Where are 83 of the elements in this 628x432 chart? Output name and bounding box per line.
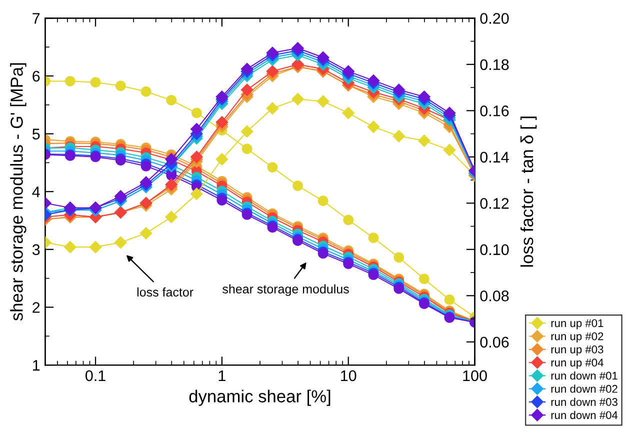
point xyxy=(64,240,77,254)
legend-label: run up #01 xyxy=(551,319,604,330)
x-tick-label: 10 xyxy=(341,370,356,382)
point xyxy=(443,144,456,156)
point xyxy=(292,180,303,192)
x-tick-label: 1 xyxy=(218,370,226,381)
point xyxy=(240,83,254,96)
point xyxy=(392,130,406,142)
y-tick-label: 2 xyxy=(32,302,40,313)
point xyxy=(89,240,102,254)
point xyxy=(216,116,228,129)
annotation: shear storage modulus xyxy=(222,284,349,296)
point xyxy=(418,274,430,284)
legend-label: run up #02 xyxy=(551,332,604,342)
point xyxy=(266,46,279,60)
y2-tick-label: 0.06 xyxy=(480,336,509,348)
y-axis-title: shear storage modulus - G' [MPa] xyxy=(10,63,26,321)
y2-tick-label: 0.12 xyxy=(480,198,509,209)
point xyxy=(291,42,304,55)
point xyxy=(368,232,379,244)
point xyxy=(342,106,355,120)
point xyxy=(318,196,328,206)
legend-label: run down #04 xyxy=(551,410,618,420)
point xyxy=(392,83,406,96)
point xyxy=(418,134,431,148)
x-axis-title: dynamic shear [%] xyxy=(189,390,330,406)
point xyxy=(190,150,204,164)
y2-axis-title: loss factor - tan δ [ ] xyxy=(520,116,537,267)
point xyxy=(166,95,177,106)
point xyxy=(418,90,431,104)
point xyxy=(90,77,101,88)
y2-tick-label: 0.16 xyxy=(480,106,509,116)
annotation: loss factor xyxy=(137,287,194,297)
point xyxy=(240,125,254,138)
y2-tick-label: 0.08 xyxy=(480,290,509,302)
point xyxy=(342,64,355,78)
y2-tick-label: 0.14 xyxy=(480,152,509,163)
y-tick-label: 6 xyxy=(32,70,40,82)
point xyxy=(190,188,204,200)
point xyxy=(216,90,228,104)
point xyxy=(64,76,76,86)
legend-label: run down #03 xyxy=(551,398,618,406)
y-tick-label: 1 xyxy=(33,360,40,371)
point xyxy=(343,214,354,226)
legend-label: run down #02 xyxy=(551,384,618,393)
y-tick-label: 5 xyxy=(32,128,40,140)
y-tick-label: 4 xyxy=(32,186,40,198)
point xyxy=(291,92,304,106)
point xyxy=(140,226,152,240)
point xyxy=(266,102,279,115)
point xyxy=(191,108,202,118)
point xyxy=(115,80,126,91)
point xyxy=(114,236,128,249)
point xyxy=(394,252,404,263)
point xyxy=(444,294,455,305)
point xyxy=(164,210,178,224)
point xyxy=(367,120,380,134)
point xyxy=(266,64,279,78)
legend-label: run up #04 xyxy=(551,358,604,369)
y-tick-label: 7 xyxy=(32,13,40,24)
point xyxy=(291,58,304,71)
y2-tick-label: 0.20 xyxy=(480,13,509,24)
point xyxy=(240,62,254,76)
point xyxy=(367,74,380,87)
point xyxy=(267,162,278,173)
legend-label: run up #03 xyxy=(551,346,604,356)
point xyxy=(140,86,152,97)
point xyxy=(216,195,228,206)
point xyxy=(443,106,456,120)
point xyxy=(216,152,228,166)
y2-tick-label: 0.18 xyxy=(480,59,509,70)
point xyxy=(140,176,152,189)
y-tick-label: 3 xyxy=(32,244,40,256)
point xyxy=(190,122,204,136)
x-tick-label: 100 xyxy=(463,370,487,382)
point xyxy=(114,190,128,203)
legend-label: run down #01 xyxy=(551,371,618,380)
x-tick-label: 0.1 xyxy=(86,370,106,382)
point xyxy=(164,178,178,192)
point xyxy=(242,144,252,154)
y2-tick-label: 0.10 xyxy=(480,244,509,256)
point xyxy=(316,51,330,64)
point xyxy=(316,95,330,108)
